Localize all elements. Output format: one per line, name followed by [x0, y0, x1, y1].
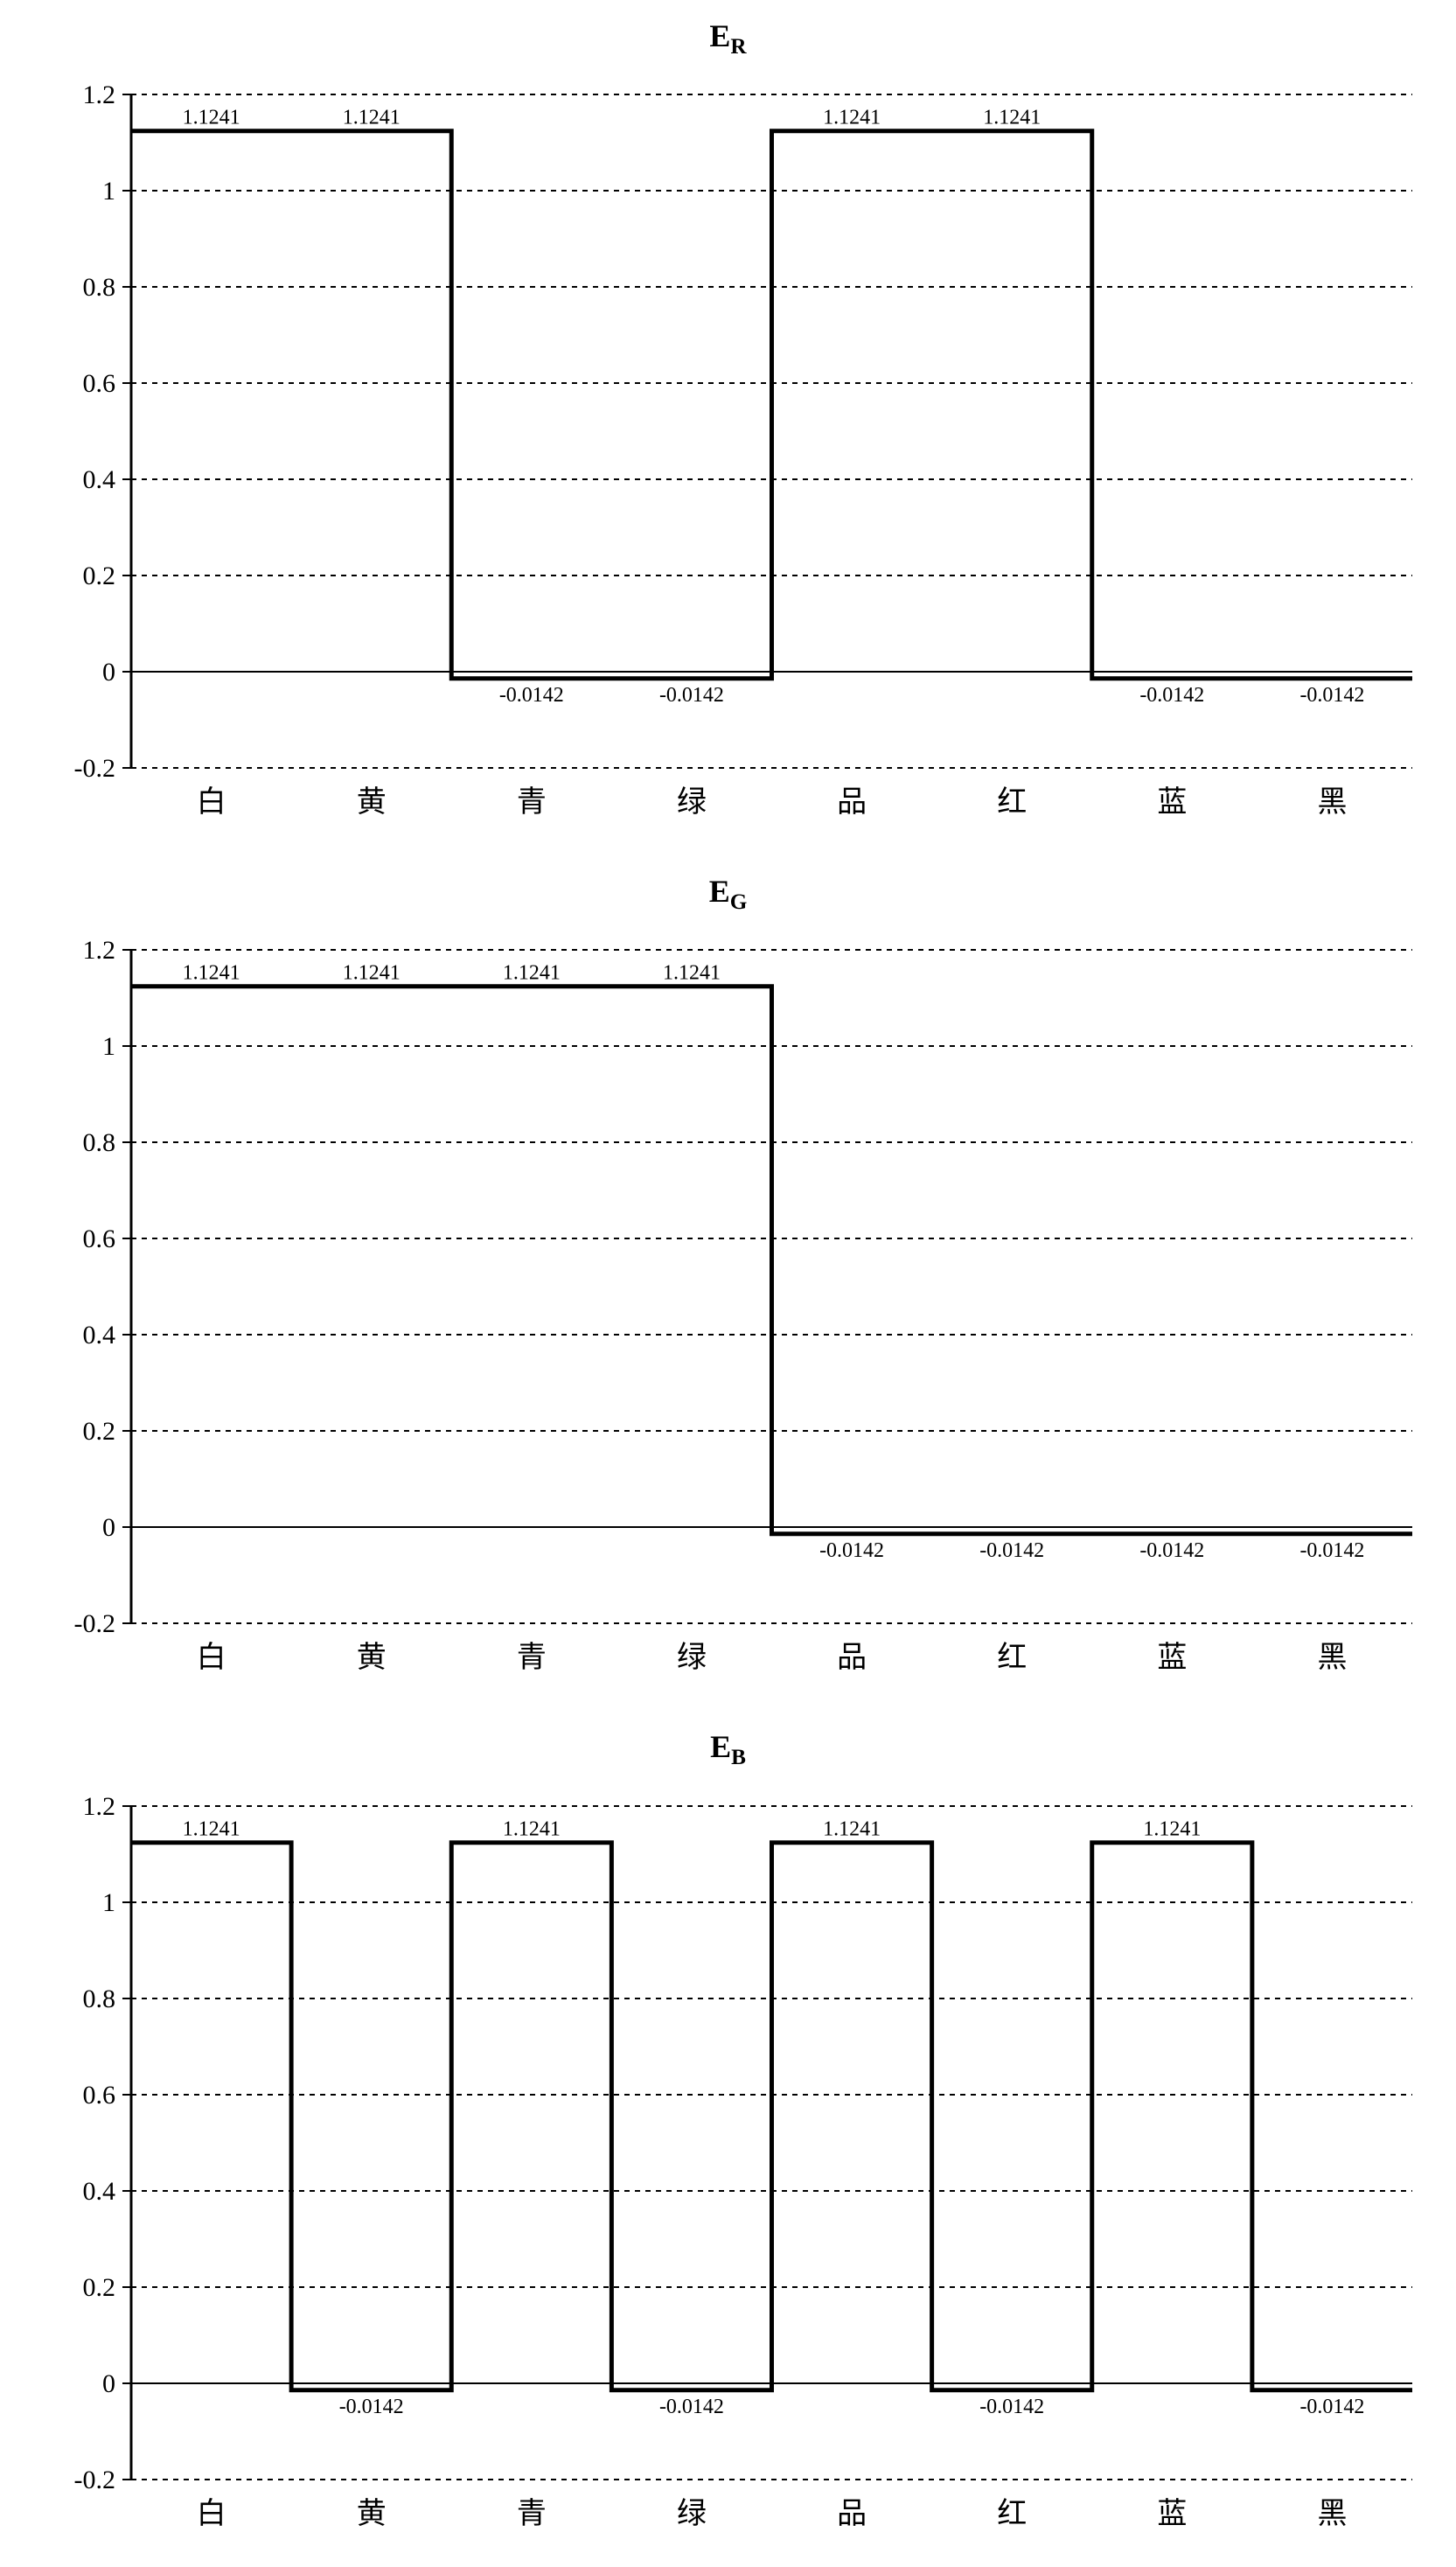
data-label: 1.1241: [663, 962, 721, 985]
ytick-label: 0.2: [83, 2273, 116, 2302]
category-label: 青: [517, 2497, 547, 2530]
data-label: 1.1241: [983, 107, 1041, 129]
data-label: -0.0142: [1299, 684, 1364, 707]
data-label: -0.0142: [1139, 1539, 1204, 1562]
ytick-label: 0.6: [83, 1224, 116, 1253]
data-label: 1.1241: [183, 107, 240, 129]
category-label: 绿: [677, 785, 707, 819]
category-label: 黑: [1317, 786, 1347, 819]
chart-title: EB: [17, 1728, 1439, 1770]
category-label: 白: [197, 2497, 226, 2530]
data-label: 1.1241: [503, 1817, 561, 1840]
category-label: 黄: [357, 2497, 387, 2530]
ytick-label: 1.2: [83, 1792, 116, 1821]
category-label: 红: [997, 1641, 1027, 1674]
chart-EB: EB -0.2 0 0.2 0.4 0.6 0.8 1 1.2 1.1241 -0.0142 1.12…: [17, 1728, 1439, 2549]
step-line: [131, 987, 1412, 1534]
data-label: 1.1241: [503, 962, 561, 985]
data-label: -0.0142: [1299, 1539, 1364, 1562]
title-sub: B: [731, 1747, 746, 1770]
ytick-label: -0.2: [74, 754, 116, 783]
chart-ER: ER -0.2 0 0.2 0.4 0.6 0.8 1 1.2 1.1241 1.1241 -0.01…: [17, 17, 1439, 838]
ytick-label: 0.6: [83, 2081, 116, 2110]
ytick-label: 1: [102, 1888, 115, 1917]
chart-EG: EG -0.2 0 0.2 0.4 0.6 0.8 1 1.2 1.1241 1.1241 1.124…: [17, 873, 1439, 1693]
chart-svg: -0.2 0 0.2 0.4 0.6 0.8 1 1.2 1.1241 1.1241 1.1241 1…: [17, 924, 1439, 1693]
data-label: 1.1241: [1143, 1817, 1201, 1840]
category-label: 蓝: [1157, 786, 1187, 819]
data-label: 1.1241: [183, 962, 240, 985]
ytick-label: 0.4: [83, 465, 116, 494]
category-label: 品: [837, 786, 867, 819]
category-label: 绿: [677, 1641, 707, 1674]
ytick-label: 0.8: [83, 1985, 116, 2013]
data-label: 1.1241: [823, 107, 881, 129]
chart-svg: -0.2 0 0.2 0.4 0.6 0.8 1 1.2 1.1241 -0.0142 1.1241…: [17, 1780, 1439, 2550]
ytick-label: 0.2: [83, 562, 116, 590]
chart-svg: -0.2 0 0.2 0.4 0.6 0.8 1 1.2 1.1241 1.1241 -0.0142…: [17, 68, 1439, 838]
data-label: -0.0142: [1299, 2395, 1364, 2417]
category-label: 品: [837, 1642, 867, 1674]
category-label: 黄: [357, 1641, 387, 1674]
ytick-label: 1: [102, 1032, 115, 1061]
ytick-label: 0.4: [83, 1321, 116, 1350]
ytick-label: 0.8: [83, 273, 116, 302]
data-label: -0.0142: [819, 1539, 884, 1562]
category-label: 青: [517, 1641, 547, 1674]
data-label: 1.1241: [823, 1817, 881, 1840]
category-label: 黄: [357, 785, 387, 819]
data-label: -0.0142: [659, 2395, 724, 2417]
category-label: 青: [517, 785, 547, 819]
ytick-label: 1.2: [83, 936, 116, 965]
category-label: 黑: [1317, 2498, 1347, 2530]
category-label: 红: [997, 2497, 1027, 2530]
data-label: 1.1241: [343, 107, 401, 129]
charts-container: ER-0.200.20.40.60.811.21.12411.1241-0.01…: [17, 17, 1439, 2550]
data-label: -0.0142: [339, 2395, 404, 2417]
data-label: -0.0142: [979, 2395, 1044, 2417]
title-sub: G: [730, 890, 748, 914]
data-label: -0.0142: [499, 684, 564, 707]
title-sub: R: [730, 35, 746, 59]
category-label: 绿: [677, 2497, 707, 2530]
data-label: -0.0142: [659, 684, 724, 707]
ytick-label: 0: [102, 2369, 115, 2398]
ytick-label: -0.2: [74, 2466, 116, 2494]
category-label: 黑: [1317, 1642, 1347, 1674]
ytick-label: 0.4: [83, 2177, 116, 2206]
ytick-label: 0.2: [83, 1417, 116, 1446]
ytick-label: 0: [102, 658, 115, 687]
ytick-label: 1: [102, 177, 115, 206]
data-label: -0.0142: [1139, 684, 1204, 707]
category-label: 蓝: [1157, 1642, 1187, 1674]
ytick-label: -0.2: [74, 1609, 116, 1638]
category-label: 蓝: [1157, 2498, 1187, 2530]
step-line: [131, 131, 1412, 679]
step-line: [131, 1842, 1412, 2389]
chart-title: ER: [17, 17, 1439, 59]
title-main: E: [709, 18, 730, 53]
ytick-label: 0: [102, 1513, 115, 1542]
category-label: 白: [197, 1641, 226, 1674]
category-label: 白: [197, 785, 226, 819]
chart-title: EG: [17, 873, 1439, 915]
category-label: 品: [837, 2498, 867, 2530]
data-label: -0.0142: [979, 1539, 1044, 1562]
ytick-label: 0.8: [83, 1128, 116, 1157]
ytick-label: 0.6: [83, 369, 116, 398]
title-main: E: [709, 874, 730, 909]
data-label: 1.1241: [343, 962, 401, 985]
category-label: 红: [997, 785, 1027, 819]
ytick-label: 1.2: [83, 80, 116, 109]
title-main: E: [710, 1729, 731, 1764]
data-label: 1.1241: [183, 1817, 240, 1840]
